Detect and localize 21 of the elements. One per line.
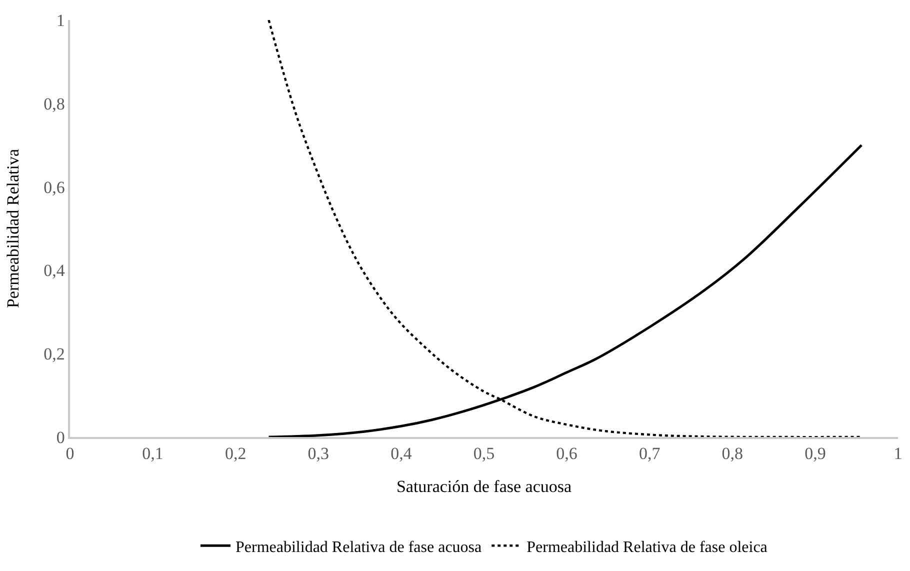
x-tick-label: 0,9 (804, 444, 826, 464)
y-tick-label: 0,2 (44, 344, 65, 364)
y-tick-label: 0,8 (44, 94, 65, 114)
y-tick-label: 0,4 (44, 261, 66, 280)
y-axis-title: Permeabilidad Relativa (4, 148, 23, 308)
legend-label: Permeabilidad Relativa de fase acuosa (236, 538, 482, 556)
x-tick-label: 0,7 (638, 444, 661, 464)
x-tick-label: 0,1 (142, 444, 164, 464)
x-axis-title: Saturación de fase acuosa (396, 477, 572, 496)
x-tick-label: 1 (894, 444, 902, 464)
x-tick-label: 0,4 (390, 444, 412, 464)
y-tick-label: 1 (56, 10, 65, 30)
y-tick-label: 0,6 (44, 178, 65, 197)
x-tick-label: 0,8 (722, 444, 744, 464)
y-tick-label: 0 (56, 428, 65, 447)
line-series (268, 20, 863, 437)
x-tick-label: 0,2 (224, 444, 246, 464)
legend-label: Permeabilidad Relativa de fase oleica (526, 538, 768, 556)
x-tick-label: 0,6 (556, 444, 578, 464)
x-tick-label: 0,5 (473, 444, 495, 464)
x-tick-label: 0,3 (308, 444, 330, 464)
